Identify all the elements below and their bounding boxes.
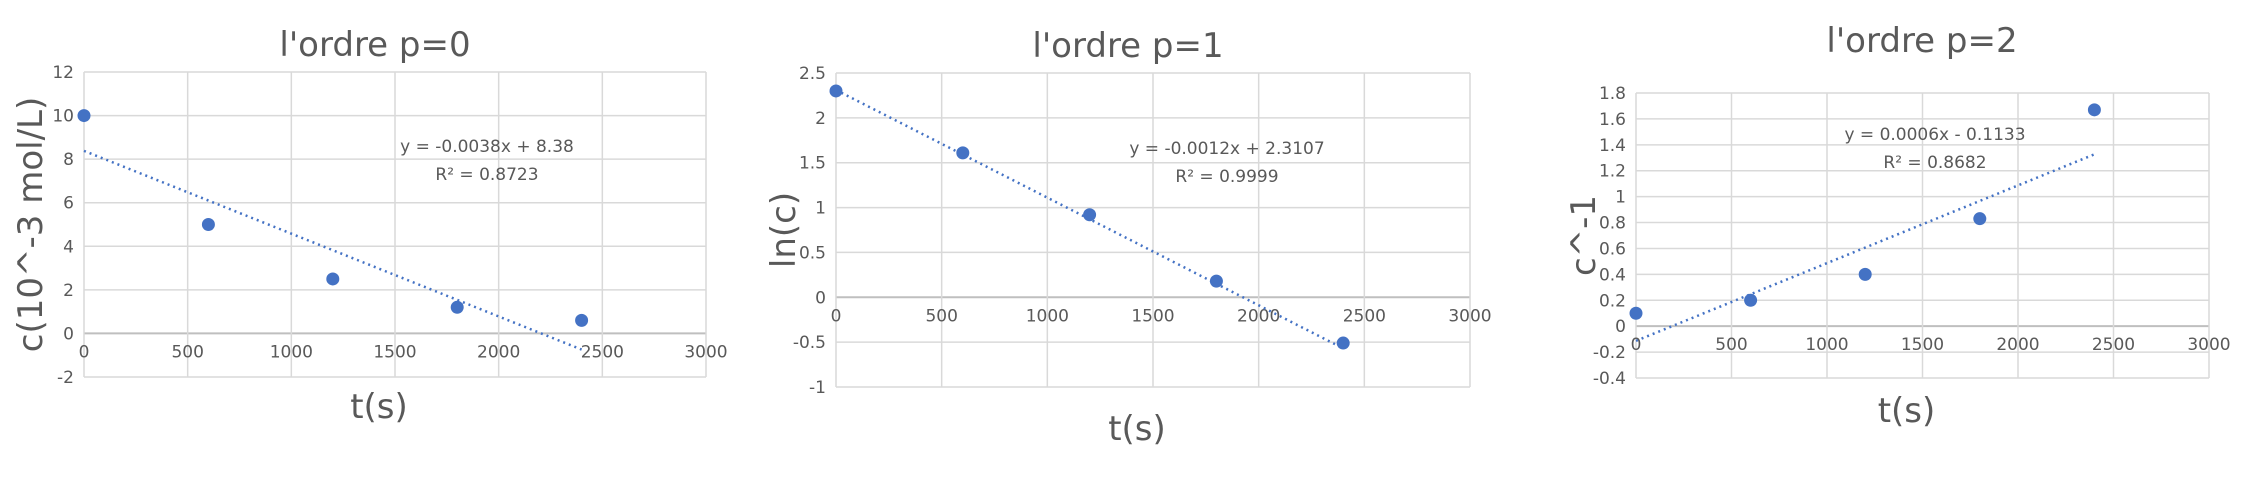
x-tick-label: 1000	[1805, 335, 1848, 355]
x-tick-label: 1500	[1901, 335, 1944, 355]
x-tick-label: 1500	[1131, 306, 1174, 326]
data-point	[451, 301, 464, 314]
trendline-equation: y = -0.0038x + 8.38	[400, 137, 574, 157]
y-tick-label: 4	[63, 237, 74, 257]
y-tick-label: 10	[52, 107, 74, 127]
x-tick-label: 500	[1715, 335, 1747, 355]
y-tick-label: 12	[52, 63, 74, 83]
y-tick-label: 0.2	[1599, 291, 1626, 311]
y-tick-label: -2	[57, 368, 74, 388]
x-tick-label: 0	[79, 342, 90, 362]
x-tick-label: 2000	[477, 342, 520, 362]
x-tick-label: 2500	[581, 342, 624, 362]
x-tick-label: 1500	[373, 342, 416, 362]
data-point	[1973, 212, 1986, 225]
y-tick-label: 1.5	[799, 154, 826, 174]
data-point	[1083, 208, 1096, 221]
x-tick-label: 0	[1631, 335, 1642, 355]
y-tick-label: 0	[1615, 317, 1626, 337]
x-tick-label: 500	[925, 306, 957, 326]
y-tick-label: 1.2	[1599, 162, 1626, 182]
x-tick-label: 3000	[684, 342, 727, 362]
x-tick-label: 3000	[2187, 335, 2230, 355]
y-tick-label: 1.4	[1599, 136, 1626, 156]
y-tick-label: 0	[63, 324, 74, 344]
y-tick-label: 2	[815, 109, 826, 129]
data-point	[326, 272, 339, 285]
y-tick-label: 1.6	[1599, 110, 1626, 130]
x-tick-label: 2000	[1237, 306, 1280, 326]
x-axis-title: t(s)	[1878, 391, 1936, 431]
x-axis-title: t(s)	[1108, 409, 1166, 449]
y-tick-label: 6	[63, 194, 74, 214]
y-tick-label: -1	[809, 378, 826, 398]
chart-3: -0.4-0.200.20.40.60.811.21.41.61.80 500 10…	[1564, 21, 2231, 431]
y-tick-label: 2	[63, 281, 74, 301]
data-point	[1210, 275, 1223, 288]
x-tick-label: 1000	[1026, 306, 1069, 326]
y-tick-label: 0	[815, 288, 826, 308]
trendline-r2: R² = 0.8682	[1883, 153, 1986, 173]
data-point	[1337, 337, 1350, 350]
x-tick-label: 2500	[2092, 335, 2135, 355]
data-point	[78, 109, 91, 122]
chart-2: -1-0.500.511.522.50 500 1000 1500 2000 2500 30…	[764, 26, 1492, 449]
x-tick-label: 2000	[1996, 335, 2039, 355]
trendline-r2: R² = 0.9999	[1175, 167, 1278, 187]
y-tick-label: -0.4	[1593, 369, 1626, 389]
y-tick-label: 8	[63, 150, 74, 170]
y-tick-label: -0.2	[1593, 343, 1626, 363]
x-tick-label: 0	[831, 306, 842, 326]
data-point	[830, 84, 843, 97]
trendline-equation: y = -0.0012x + 2.3107	[1129, 139, 1324, 159]
y-tick-label: 1.8	[1599, 84, 1626, 104]
trendline-r2: R² = 0.8723	[435, 165, 538, 185]
y-axis-title: ln(c)	[764, 192, 804, 268]
data-point	[202, 218, 215, 231]
x-tick-label: 500	[171, 342, 203, 362]
x-tick-label: 3000	[1448, 306, 1491, 326]
y-tick-label: -0.5	[793, 333, 826, 353]
x-tick-label: 2500	[1343, 306, 1386, 326]
y-tick-label: 2.5	[799, 64, 826, 84]
x-tick-label: 1000	[270, 342, 313, 362]
chart-title: l'ordre p=1	[1032, 26, 1223, 66]
y-axis-title: c^-1	[1564, 195, 1604, 276]
y-tick-label: 1	[815, 199, 826, 219]
data-point	[956, 146, 969, 159]
data-point	[2088, 103, 2101, 116]
data-point	[575, 314, 588, 327]
trendline-equation: y = 0.0006x - 0.1133	[1844, 125, 2025, 145]
data-point	[1859, 268, 1872, 281]
data-point	[1630, 307, 1643, 320]
x-axis-title: t(s)	[350, 387, 408, 427]
data-point	[1744, 294, 1757, 307]
trendline	[1636, 154, 2094, 341]
y-tick-label: 1	[1615, 188, 1626, 208]
chart-title: l'ordre p=0	[279, 25, 470, 65]
chart-title: l'ordre p=2	[1826, 21, 2017, 61]
y-axis-title: c(10^-3 mol/L)	[11, 97, 51, 352]
